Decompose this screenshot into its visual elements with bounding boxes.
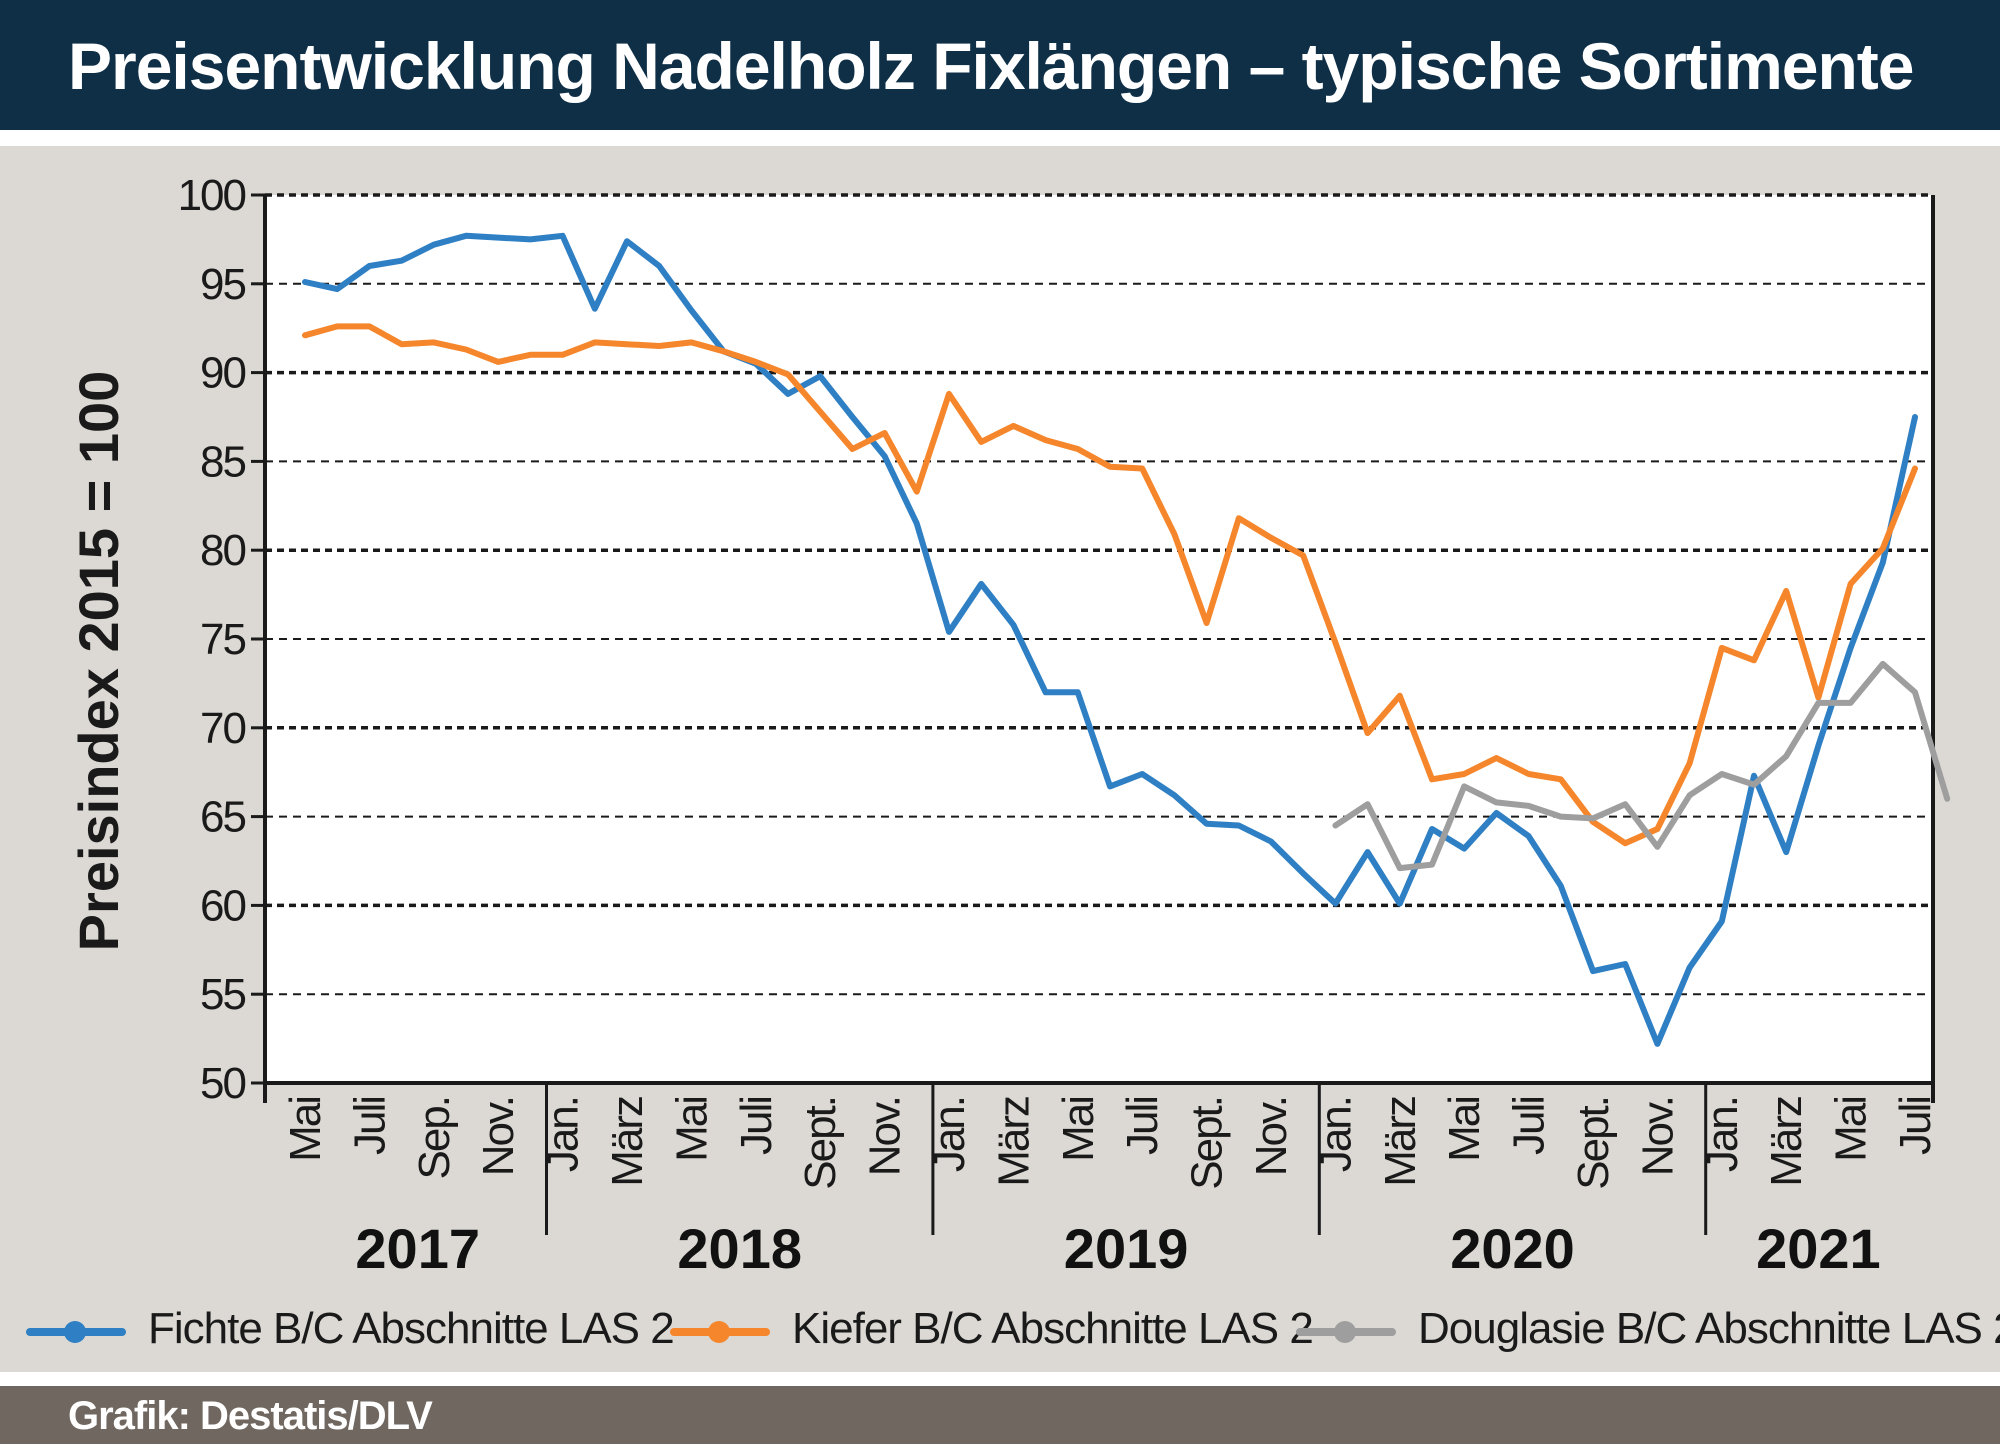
- x-tick-label: Juli: [732, 1097, 781, 1155]
- y-tick-label-50: 50: [200, 1059, 245, 1108]
- source-divider: [0, 1372, 2000, 1386]
- y-tick-label-65: 65: [200, 793, 245, 842]
- year-label-2020: 2020: [1450, 1217, 1575, 1280]
- legend-marker-kiefer: [708, 1321, 730, 1343]
- axes: [251, 193, 1935, 1235]
- y-tick-label-75: 75: [200, 615, 245, 664]
- x-tick-label: Nov.: [861, 1097, 910, 1176]
- x-tick-label: Mai: [667, 1097, 716, 1162]
- x-tick-label: Sept.: [1569, 1097, 1618, 1190]
- x-tick-label: Mai: [281, 1097, 330, 1162]
- y-tick-label-90: 90: [200, 349, 245, 398]
- x-tick-label: März: [1376, 1097, 1425, 1187]
- y-axis-title: Preisindex 2015 = 100: [67, 371, 130, 952]
- y-tick-label-100: 100: [178, 171, 246, 220]
- year-label-2019: 2019: [1064, 1217, 1189, 1280]
- x-tick-label: Juli: [1891, 1097, 1940, 1155]
- legend-label-kiefer: Kiefer B/C Abschnitte LAS 2: [792, 1304, 1314, 1353]
- x-tick-label: Jan.: [1311, 1097, 1360, 1172]
- x-tick-label: Mai: [1440, 1097, 1489, 1162]
- series-lines: [302, 232, 1951, 1047]
- legend-marker-fichte: [64, 1321, 86, 1343]
- axis-labels: 100 95 90 85 80 75 70 65 60 55 50 Preisindex 2015 =…: [67, 171, 1940, 1280]
- series-line-fichte: [302, 232, 1918, 1047]
- x-tick-label: März: [603, 1097, 652, 1187]
- chart-title: Preisentwicklung Nadelholz Fixlängen – t…: [68, 29, 1914, 103]
- source-credit: Grafik: Destatis/DLV: [68, 1394, 433, 1438]
- x-tick-label: Nov.: [1247, 1097, 1296, 1176]
- y-tick-label-70: 70: [200, 704, 245, 753]
- x-tick-label: Juli: [345, 1097, 394, 1155]
- y-tick-label-55: 55: [200, 970, 245, 1019]
- title-bar: Preisentwicklung Nadelholz Fixlängen – t…: [0, 0, 2000, 130]
- x-tick-label: Juli: [1505, 1097, 1554, 1155]
- y-tick-label-80: 80: [200, 526, 245, 575]
- x-tick-label: Mai: [1054, 1097, 1103, 1162]
- legend-label-douglasie: Douglasie B/C Abschnitte LAS 2: [1418, 1304, 2000, 1353]
- x-tick-label: März: [989, 1097, 1038, 1187]
- x-tick-label: Sept.: [1183, 1097, 1232, 1190]
- x-tick-label: Mai: [1827, 1097, 1876, 1162]
- chart: 100 95 90 85 80 75 70 65 60 55 50 Preisindex 2015 =…: [67, 171, 1951, 1280]
- legend-label-fichte: Fichte B/C Abschnitte LAS 2: [148, 1304, 675, 1353]
- x-tick-label: Juli: [1118, 1097, 1167, 1155]
- x-tick-label: Sep.: [410, 1097, 459, 1180]
- source-bar: Grafik: Destatis/DLV: [0, 1386, 2000, 1444]
- year-label-2017: 2017: [355, 1217, 480, 1280]
- title-divider: [0, 130, 2000, 146]
- y-tick-label-85: 85: [200, 437, 245, 486]
- x-tick-label: Jan.: [539, 1097, 588, 1172]
- x-tick-label: Sept.: [796, 1097, 845, 1190]
- x-tick-label: Nov.: [474, 1097, 523, 1176]
- y-tick-label-60: 60: [200, 881, 245, 930]
- year-label-2018: 2018: [677, 1217, 802, 1280]
- x-tick-label: Nov.: [1633, 1097, 1682, 1176]
- legend-marker-douglasie: [1334, 1321, 1356, 1343]
- x-tick-label: Jan.: [1698, 1097, 1747, 1172]
- series-line-douglasie: [1332, 660, 1951, 872]
- x-tick-label: Jan.: [925, 1097, 974, 1172]
- y-tick-label-95: 95: [200, 260, 245, 309]
- x-tick-label: März: [1762, 1097, 1811, 1187]
- year-label-2021: 2021: [1756, 1217, 1881, 1280]
